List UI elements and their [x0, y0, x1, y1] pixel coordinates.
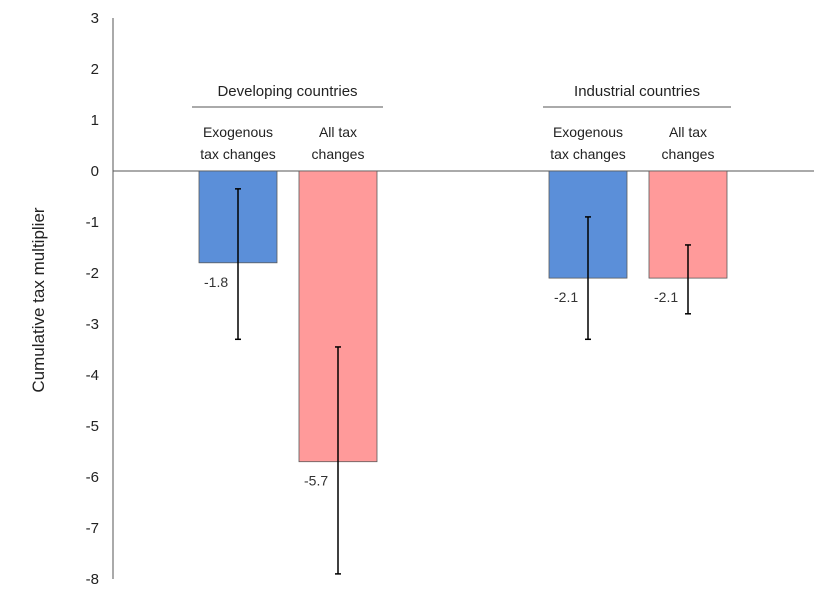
value-label: -2.1	[554, 289, 578, 305]
y-tick-label: 2	[91, 61, 99, 78]
category-label: tax changes	[200, 146, 276, 162]
category-label: changes	[312, 146, 365, 162]
value-label: -2.1	[654, 289, 678, 305]
axis-layer: 3 2 1 0 -1 -2 -3 -4 -5 -6 -7 -8	[86, 10, 814, 588]
category-label: All tax	[669, 124, 707, 140]
y-tick-label: 1	[91, 112, 99, 129]
y-axis-label: Cumulative tax multiplier	[29, 207, 48, 393]
y-tick-label: 3	[91, 10, 99, 27]
y-tick-label: -6	[86, 469, 99, 486]
y-tick-label: 0	[91, 163, 99, 180]
group-label: Industrial countries	[574, 83, 700, 100]
category-label: Exogenous	[203, 124, 273, 140]
bar-layer	[198, 170, 728, 575]
y-tick-label: -8	[86, 571, 99, 588]
group-label: Developing countries	[217, 83, 357, 100]
y-tick-label: -1	[86, 214, 99, 231]
y-tick-label: -2	[86, 265, 99, 282]
category-label: changes	[662, 146, 715, 162]
category-label: tax changes	[550, 146, 626, 162]
value-label: -1.8	[204, 274, 228, 290]
category-label: Exogenous	[553, 124, 623, 140]
category-label: All tax	[319, 124, 357, 140]
value-label: -5.7	[304, 473, 328, 489]
label-layer: Developing countries -1.8 Exogenous tax cha…	[192, 83, 731, 489]
y-tick-label: -7	[86, 520, 99, 537]
y-tick-label: -4	[86, 367, 99, 384]
y-tick-label: -3	[86, 316, 99, 333]
y-tick-label: -5	[86, 418, 99, 435]
